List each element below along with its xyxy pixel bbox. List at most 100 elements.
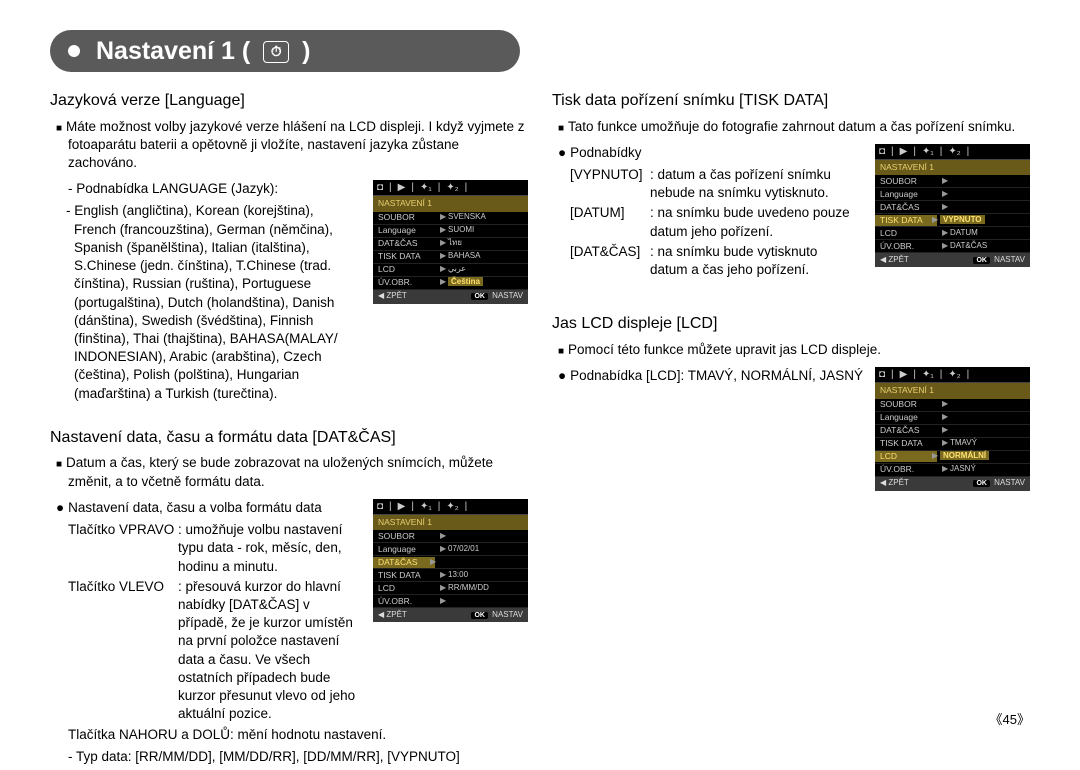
tab-play-icon: ▶: [900, 145, 908, 159]
menu-back: ◀ ZPĚT: [880, 478, 953, 489]
control-name: Tlačítko VLEVO: [68, 578, 178, 724]
option-name: [DATUM]: [570, 204, 650, 240]
menu-row: LCD▶RR/MM/DD: [373, 582, 528, 595]
menu-row-label: ÚV.OBR.: [378, 277, 440, 288]
content-columns: Jazyková verze [Language] ■Máte možnost …: [50, 90, 1030, 770]
menu-row-label: TISK DATA: [880, 438, 942, 449]
datetime-type: - Typ data: [RR/MM/DD], [MM/DD/RR], [DD/…: [50, 748, 528, 766]
chevron-right-icon: ▶: [440, 277, 448, 288]
option-desc: : na snímku bude uvedeno pouze datum jeh…: [650, 204, 852, 240]
chevron-right-icon: ▶: [942, 464, 950, 475]
menu-screenshot-datetime: ◘| ▶| ✦₁| ✦₂| NASTAVENÍ 1 SOUBOR▶Languag…: [373, 499, 528, 622]
table-row: [VYPNUTO] : datum a čas pořízení snímku …: [552, 166, 852, 202]
menu-row: Language▶: [875, 188, 1030, 201]
menu-ok: OK NASTAV: [953, 478, 1026, 489]
menu-row: DAT&ČAS▶: [875, 425, 1030, 438]
menu-screenshot-lcd: ◘| ▶| ✦₁| ✦₂| NASTAVENÍ 1 SOUBOR▶Languag…: [875, 367, 1030, 490]
menu-row: TISK DATA▶13:00: [373, 569, 528, 582]
title-prefix: Nastavení 1 (: [96, 37, 250, 65]
menu-row: DAT&ČAS▶: [875, 201, 1030, 214]
left-column: Jazyková verze [Language] ■Máte možnost …: [50, 90, 528, 770]
chevron-right-icon: ▶: [942, 399, 950, 410]
chevron-right-icon: ▶: [440, 251, 448, 262]
menu-row-label: Language: [378, 544, 440, 555]
settings-timer-icon: ⏱: [263, 41, 289, 63]
chevron-right-icon: ▶: [942, 241, 950, 252]
menu-tabs: ◘| ▶| ✦₁| ✦₂|: [875, 367, 1030, 383]
tab-divider: |: [389, 181, 392, 195]
menu-row: SOUBOR▶: [373, 530, 528, 543]
lcd-intro: ■Pomocí této funkce můžete upravit jas L…: [552, 341, 1030, 359]
tab-divider: |: [913, 145, 916, 159]
datetime-intro: ■Datum a čas, který se bude zobrazovat n…: [50, 454, 528, 490]
menu-row: Language▶SUOMI: [373, 225, 528, 238]
chevron-right-icon: ▶: [942, 228, 950, 239]
section-heading-printdate: Tisk data pořízení snímku [TISK DATA]: [552, 90, 1030, 112]
chevron-right-icon: ▶: [440, 238, 448, 249]
menu-screenshot-printdate: ◘| ▶| ✦₁| ✦₂| NASTAVENÍ 1 SOUBOR▶Languag…: [875, 144, 1030, 267]
menu-row-label: SOUBOR: [378, 531, 440, 542]
tab-divider: |: [389, 500, 392, 514]
menu-row-label: LCD: [875, 451, 937, 462]
option-desc: : datum a čas pořízení snímku nebude na …: [650, 166, 852, 202]
menu-tabs: ◘| ▶| ✦₁| ✦₂|: [875, 144, 1030, 160]
bullet-dot-icon: ●: [56, 500, 64, 515]
language-list: - English (angličtina), Korean (korejšti…: [50, 202, 355, 402]
control-desc: : přesouvá kurzor do hlavní nabídky [DAT…: [178, 578, 360, 724]
tab-setup2-icon: ✦₂: [446, 181, 458, 195]
chevron-right-icon: ▶: [932, 451, 940, 462]
table-row: Tlačítko VPRAVO : umožňuje volbu nastave…: [50, 521, 360, 576]
chevron-right-icon: ▶: [440, 225, 448, 236]
chevron-right-icon: ▶: [440, 531, 448, 542]
datetime-setting-text: Nastavení data, času a volba formátu dat…: [68, 500, 322, 515]
page-number: 45: [990, 709, 1031, 728]
control-desc: : umožňuje volbu nastavení typu data - r…: [178, 521, 360, 576]
menu-row-label: DAT&ČAS: [880, 202, 942, 213]
menu-footer: ◀ ZPĚT OK NASTAV: [373, 608, 528, 622]
menu-row-label: TISK DATA: [875, 215, 937, 226]
tab-play-icon: ▶: [398, 500, 406, 514]
menu-row-highlight: NORMÁLNÍ: [940, 451, 989, 460]
menu-heading: NASTAVENÍ 1: [875, 160, 1030, 175]
menu-row-value: NORMÁLNÍ: [940, 451, 1025, 462]
tab-divider: |: [438, 500, 441, 514]
menu-row-label: SOUBOR: [378, 212, 440, 223]
menu-row: SOUBOR▶SVENSKA: [373, 212, 528, 225]
page-title: Nastavení 1 ( ⏱ ): [96, 37, 310, 66]
menu-row-highlight: Čeština: [448, 277, 483, 286]
menu-row: LCD▶عربي: [373, 264, 528, 277]
menu-footer: ◀ ZPĚT OK NASTAV: [875, 253, 1030, 267]
tab-setup1-icon: ✦₁: [922, 145, 934, 159]
tab-camera-icon: ◘: [377, 500, 383, 514]
language-list-text: - English (angličtina), Korean (korejšti…: [66, 203, 338, 400]
menu-row-label: LCD: [378, 264, 440, 275]
menu-row: ÚV.OBR.▶DAT&ČAS: [875, 240, 1030, 253]
menu-row-value: SVENSKA: [448, 212, 523, 223]
menu-back: ◀ ZPĚT: [378, 610, 451, 621]
menu-row: SOUBOR▶: [875, 399, 1030, 412]
language-intro: ■Máte možnost volby jazykové verze hláše…: [50, 118, 528, 173]
language-intro-text: Máte možnost volby jazykové verze hlášen…: [66, 119, 524, 170]
menu-row-label: Language: [880, 189, 942, 200]
menu-row-value: VYPNUTO: [940, 215, 1025, 226]
menu-row: DAT&ČAS▶ไทย: [373, 238, 528, 251]
menu-row-label: TISK DATA: [378, 251, 440, 262]
menu-footer: ◀ ZPĚT OK NASTAV: [373, 290, 528, 304]
menu-box: ◘| ▶| ✦₁| ✦₂| NASTAVENÍ 1 SOUBOR▶Languag…: [875, 367, 1030, 490]
chevron-right-icon: ▶: [440, 596, 448, 607]
tab-setup2-icon: ✦₂: [948, 145, 960, 159]
datetime-updown: Tlačítka NAHORU a DOLŮ: mění hodnotu nas…: [50, 726, 528, 744]
menu-row-value: DATUM: [950, 228, 1025, 239]
bullet-dot-icon: ●: [558, 368, 566, 383]
chevron-right-icon: ▶: [942, 438, 950, 449]
menu-row-label: Language: [378, 225, 440, 236]
menu-heading: NASTAVENÍ 1: [875, 383, 1030, 398]
tab-camera-icon: ◘: [879, 145, 885, 159]
tab-setup1-icon: ✦₁: [922, 368, 934, 382]
menu-back: ◀ ZPĚT: [378, 291, 451, 302]
menu-row-label: DAT&ČAS: [373, 557, 435, 568]
tab-divider: |: [411, 181, 414, 195]
menu-row-label: DAT&ČAS: [880, 425, 942, 436]
menu-rows: SOUBOR▶Language▶DAT&ČAS▶TISK DATA▶TMAVÝL…: [875, 399, 1030, 477]
chevron-right-icon: ▶: [440, 583, 448, 594]
